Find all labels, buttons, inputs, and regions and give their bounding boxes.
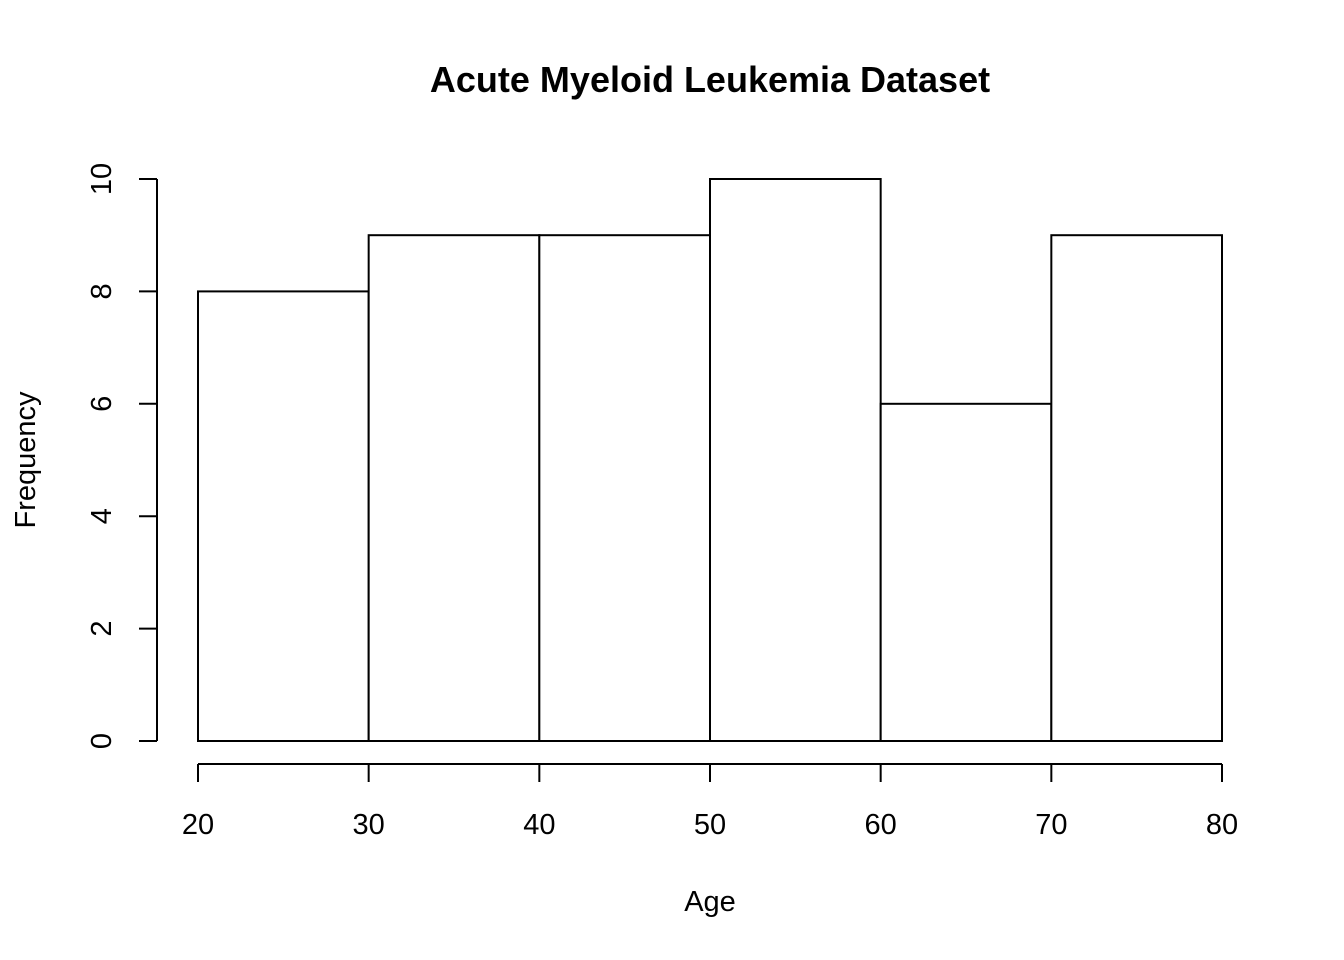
y-tick-label-4: 4 — [86, 508, 118, 524]
histogram-bar-30-40 — [367, 234, 541, 742]
y-tick-label-6: 6 — [86, 396, 118, 412]
x-tick-label-70: 70 — [1035, 809, 1067, 841]
x-tick-label-50: 50 — [694, 809, 726, 841]
histogram-bar-40-50 — [538, 234, 711, 742]
histogram-bar-50-60 — [709, 178, 882, 742]
x-tick-label-60: 60 — [865, 809, 897, 841]
y-tick-label-0: 0 — [86, 733, 118, 749]
x-tick-label-40: 40 — [523, 809, 555, 841]
histogram-bar-70-80 — [1050, 234, 1224, 742]
y-tick-label-10: 10 — [86, 163, 118, 195]
x-tick-label-30: 30 — [353, 809, 385, 841]
y-tick-label-2: 2 — [86, 621, 118, 637]
bars-group — [197, 178, 1224, 742]
histogram-bar-20-30 — [197, 290, 370, 742]
x-tick-label-20: 20 — [182, 809, 214, 841]
chart-title: Acute Myeloid Leukemia Dataset — [430, 59, 990, 100]
y-axis-label: Frequency — [10, 391, 42, 529]
x-axis-label: Age — [684, 886, 736, 918]
x-axis: 20 30 40 50 60 70 80 — [182, 763, 1238, 841]
y-tick-label-8: 8 — [86, 283, 118, 299]
x-tick-label-80: 80 — [1206, 809, 1238, 841]
histogram-bar-60-70 — [879, 402, 1053, 742]
y-axis: 0 2 4 6 8 10 — [86, 163, 158, 749]
